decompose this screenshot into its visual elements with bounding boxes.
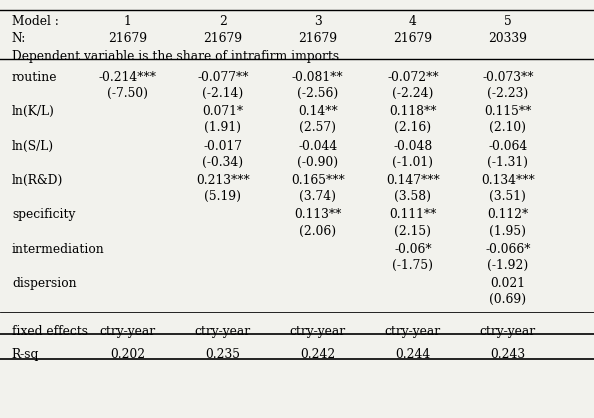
Text: (2.06): (2.06): [299, 224, 336, 237]
Text: 0.213***: 0.213***: [196, 174, 249, 187]
Text: (2.15): (2.15): [394, 224, 431, 237]
Text: (-2.23): (-2.23): [487, 87, 529, 100]
Text: -0.072**: -0.072**: [387, 71, 438, 84]
Text: (-1.92): (-1.92): [487, 259, 529, 272]
Text: 0.111**: 0.111**: [389, 209, 437, 222]
Text: 20339: 20339: [488, 32, 527, 45]
Text: 0.071*: 0.071*: [202, 105, 244, 118]
Text: 0.134***: 0.134***: [481, 174, 535, 187]
Text: (-1.01): (-1.01): [392, 156, 434, 169]
Text: ln(S/L): ln(S/L): [12, 140, 54, 153]
Text: -0.064: -0.064: [488, 140, 527, 153]
Text: (2.57): (2.57): [299, 121, 336, 134]
Text: Dependent variable is the share of intrafirm imports: Dependent variable is the share of intra…: [12, 50, 339, 63]
Text: 0.112*: 0.112*: [487, 209, 529, 222]
Text: -0.081**: -0.081**: [292, 71, 343, 84]
Text: (2.16): (2.16): [394, 121, 431, 134]
Text: routine: routine: [12, 71, 58, 84]
Text: 0.115**: 0.115**: [484, 105, 532, 118]
Text: -0.073**: -0.073**: [482, 71, 533, 84]
Text: (1.91): (1.91): [204, 121, 241, 134]
Text: (-0.90): (-0.90): [297, 156, 339, 169]
Text: 0.147***: 0.147***: [386, 174, 440, 187]
Text: Model :: Model :: [12, 15, 59, 28]
Text: (-2.14): (-2.14): [202, 87, 244, 100]
Text: 0.243: 0.243: [490, 347, 526, 361]
Text: (3.74): (3.74): [299, 190, 336, 203]
Text: ctry-year: ctry-year: [195, 325, 251, 338]
Text: 2: 2: [219, 15, 227, 28]
Text: (-2.56): (-2.56): [297, 87, 339, 100]
Text: 4: 4: [409, 15, 417, 28]
Text: 1: 1: [124, 15, 132, 28]
Text: -0.214***: -0.214***: [99, 71, 157, 84]
Text: (-0.34): (-0.34): [202, 156, 244, 169]
Text: ctry-year: ctry-year: [385, 325, 441, 338]
Text: (5.19): (5.19): [204, 190, 241, 203]
Text: ctry-year: ctry-year: [480, 325, 536, 338]
Text: (0.69): (0.69): [489, 293, 526, 306]
Text: -0.048: -0.048: [393, 140, 432, 153]
Text: 0.021: 0.021: [491, 277, 525, 290]
Text: (-7.50): (-7.50): [107, 87, 148, 100]
Text: -0.017: -0.017: [203, 140, 242, 153]
Text: 0.202: 0.202: [110, 347, 146, 361]
Text: 5: 5: [504, 15, 512, 28]
Text: 0.235: 0.235: [206, 347, 240, 361]
Text: dispersion: dispersion: [12, 277, 77, 290]
Text: (2.10): (2.10): [489, 121, 526, 134]
Text: 0.165***: 0.165***: [291, 174, 345, 187]
Text: fixed effects: fixed effects: [12, 325, 88, 338]
Text: ctry-year: ctry-year: [290, 325, 346, 338]
Text: 0.242: 0.242: [300, 347, 336, 361]
Text: ln(K/L): ln(K/L): [12, 105, 55, 118]
Text: (-1.75): (-1.75): [392, 259, 434, 272]
Text: (1.95): (1.95): [489, 224, 526, 237]
Text: specificity: specificity: [12, 209, 75, 222]
Text: intermediation: intermediation: [12, 243, 105, 256]
Text: 3: 3: [314, 15, 322, 28]
Text: (3.58): (3.58): [394, 190, 431, 203]
Text: 21679: 21679: [298, 32, 337, 45]
Text: ln(R&D): ln(R&D): [12, 174, 63, 187]
Text: 0.118**: 0.118**: [389, 105, 437, 118]
Text: 21679: 21679: [108, 32, 147, 45]
Text: N:: N:: [12, 32, 26, 45]
Text: R-sq: R-sq: [12, 347, 39, 361]
Text: 0.244: 0.244: [395, 347, 431, 361]
Text: 21679: 21679: [203, 32, 242, 45]
Text: (3.51): (3.51): [489, 190, 526, 203]
Text: (-1.31): (-1.31): [487, 156, 529, 169]
Text: -0.077**: -0.077**: [197, 71, 248, 84]
Text: (-2.24): (-2.24): [392, 87, 434, 100]
Text: -0.066*: -0.066*: [485, 243, 530, 256]
Text: 0.14**: 0.14**: [298, 105, 337, 118]
Text: ctry-year: ctry-year: [100, 325, 156, 338]
Text: -0.044: -0.044: [298, 140, 337, 153]
Text: 0.113**: 0.113**: [294, 209, 342, 222]
Text: 21679: 21679: [393, 32, 432, 45]
Text: -0.06*: -0.06*: [394, 243, 432, 256]
